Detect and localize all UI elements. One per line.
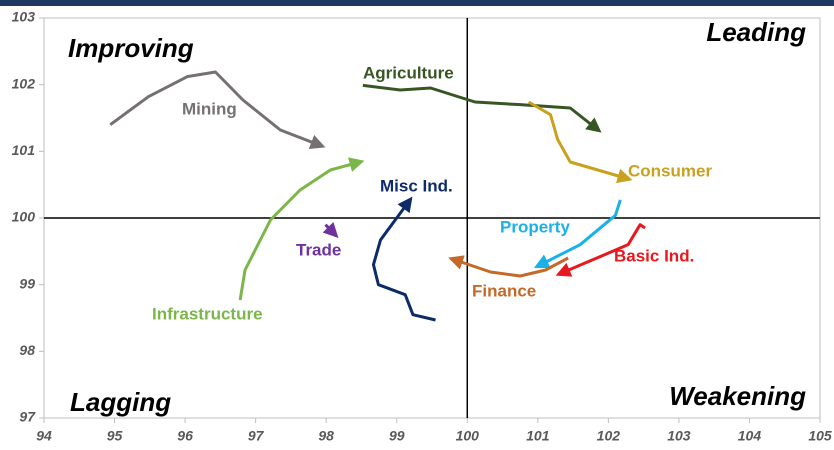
x-tick-label: 103 — [667, 428, 691, 444]
y-tick-label: 103 — [12, 9, 36, 25]
series-label: Infrastructure — [152, 304, 263, 323]
header-bar — [0, 0, 834, 6]
x-tick-label: 94 — [36, 428, 52, 444]
x-tick-label: 99 — [389, 428, 405, 444]
trail — [527, 100, 633, 184]
x-tick-label: 98 — [318, 428, 334, 444]
quadrant-label: Lagging — [70, 387, 171, 417]
x-tick-label: 101 — [526, 428, 550, 444]
x-tick-label: 97 — [248, 428, 265, 444]
series-label: Misc Ind. — [380, 176, 453, 195]
trail — [533, 199, 622, 269]
y-tick-label: 100 — [12, 209, 36, 225]
trail — [362, 83, 602, 133]
y-tick-label: 102 — [12, 75, 36, 91]
trail — [448, 255, 569, 278]
quadrant-label: Improving — [68, 33, 194, 63]
y-tick-label: 99 — [19, 275, 35, 291]
quadrant-label: Leading — [706, 17, 806, 47]
x-tick-label: 96 — [177, 428, 193, 444]
trail — [238, 157, 365, 301]
x-tick-label: 95 — [107, 428, 123, 444]
series-label: Basic Ind. — [614, 246, 694, 265]
trail — [322, 222, 339, 239]
trail — [371, 196, 436, 322]
x-tick-label: 104 — [738, 428, 762, 444]
series-label: Consumer — [628, 161, 712, 180]
y-tick-label: 98 — [19, 342, 35, 358]
quadrant-label: Weakening — [669, 381, 806, 411]
x-tick-label: 100 — [456, 428, 480, 444]
series-label: Finance — [472, 281, 536, 300]
series-label: Trade — [296, 240, 341, 259]
trail — [109, 70, 326, 149]
series-label: Agriculture — [363, 63, 454, 82]
trail — [555, 223, 646, 277]
x-tick-label: 102 — [597, 428, 621, 444]
series-label: Mining — [182, 99, 237, 118]
y-tick-label: 101 — [12, 142, 36, 158]
series-label: Property — [500, 217, 570, 236]
y-tick-label: 97 — [19, 409, 36, 425]
x-tick-label: 105 — [808, 428, 832, 444]
